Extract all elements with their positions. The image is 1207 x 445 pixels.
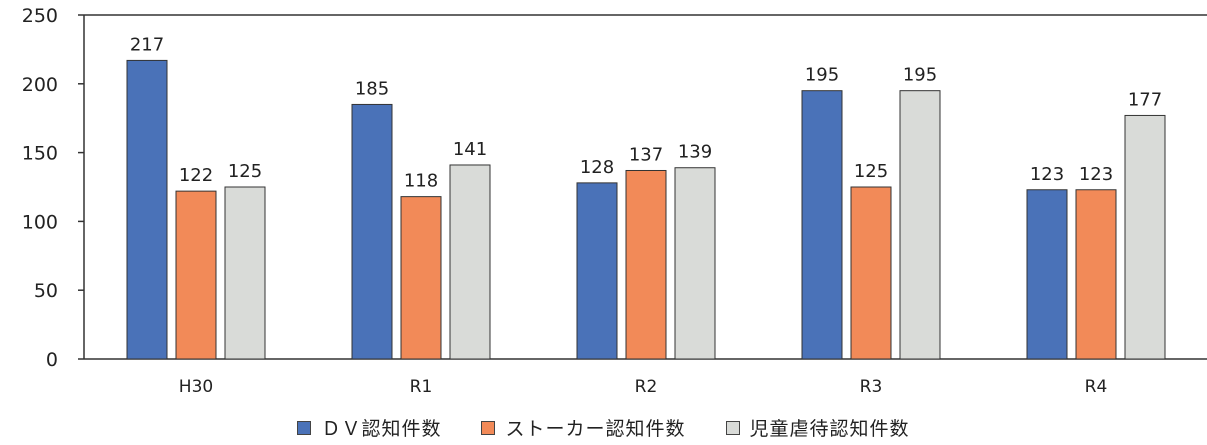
data-label: 195 [805,65,839,86]
data-label: 123 [1079,164,1113,185]
data-label: 137 [629,144,663,165]
data-label: 128 [580,157,614,178]
y-tick-label: 150 [22,143,58,165]
data-label: 118 [404,171,438,192]
bar [126,59,168,360]
legend-item-stalker: ストーカー認知件数 [481,414,685,441]
legend-swatch-child-abuse [725,420,740,435]
bar [175,190,217,360]
y-tick-label: 200 [22,74,58,96]
data-label: 139 [678,142,712,163]
legend-swatch-dv [297,420,312,435]
data-label: 217 [130,34,164,55]
x-category-label: R3 [860,377,883,397]
y-tick-label: 100 [22,211,58,233]
y-tick-label: 50 [34,280,58,302]
legend-label-stalker: ストーカー認知件数 [505,418,686,440]
bar [899,90,941,360]
data-label: 185 [355,78,389,99]
x-category-label: R2 [635,377,658,397]
data-label: 125 [228,161,262,182]
legend: ＤＶ認知件数 ストーカー認知件数 児童虐待認知件数 [0,414,1207,441]
data-label: 177 [1128,89,1162,110]
bar [576,182,618,360]
category-labels: H30 R1 R2 R3 R4 [179,377,1108,397]
bar [1026,189,1068,360]
y-axis-ticks: 0 50 100 150 200 250 [22,5,84,371]
data-label: 125 [854,161,888,182]
legend-item-dv: ＤＶ認知件数 [297,414,441,441]
data-label: 122 [179,165,213,186]
legend-label-dv: ＤＶ認知件数 [321,418,442,440]
bar [850,186,892,360]
y-tick-label: 250 [22,5,58,27]
x-category-label: R1 [410,377,433,397]
bar [1124,114,1166,360]
legend-label-child-abuse: 児童虐待認知件数 [749,418,910,440]
x-category-label: H30 [179,377,213,397]
bar [674,167,716,360]
bars: 217 122 125 185 118 141 128 137 139 195 125 195 123 1… [126,34,1166,360]
bar [625,169,667,360]
y-tick-label: 0 [46,349,58,371]
x-category-label: R4 [1085,377,1108,397]
data-label: 141 [453,139,487,160]
data-label: 123 [1030,164,1064,185]
legend-swatch-stalker [481,420,496,435]
bar [1075,189,1117,360]
bar [400,196,442,360]
bar [801,90,843,360]
legend-item-child-abuse: 児童虐待認知件数 [725,414,910,441]
data-label: 195 [903,65,937,86]
bar [224,186,266,360]
bar [449,164,491,360]
bar [351,103,393,360]
